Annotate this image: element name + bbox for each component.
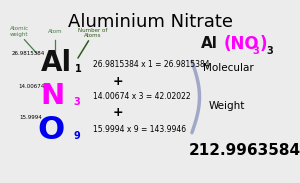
Text: Weight: Weight bbox=[208, 101, 245, 111]
Text: 14.00674 x 3 = 42.02022: 14.00674 x 3 = 42.02022 bbox=[93, 92, 190, 101]
Text: +: + bbox=[112, 106, 123, 119]
Text: 14.00674: 14.00674 bbox=[18, 83, 44, 89]
Text: 3: 3 bbox=[74, 97, 80, 107]
Text: Aluminium Nitrate: Aluminium Nitrate bbox=[68, 13, 232, 31]
Text: ): ) bbox=[260, 35, 267, 53]
Text: Atom: Atom bbox=[48, 29, 63, 34]
Text: 26.9815384: 26.9815384 bbox=[12, 51, 45, 57]
Text: Atomic
weight: Atomic weight bbox=[10, 26, 29, 37]
Text: +: + bbox=[112, 75, 123, 88]
Text: Al: Al bbox=[201, 36, 218, 51]
Text: 9: 9 bbox=[74, 131, 80, 141]
Text: Al: Al bbox=[40, 49, 72, 77]
Text: 15.9994 x 9 = 143.9946: 15.9994 x 9 = 143.9946 bbox=[93, 124, 186, 134]
Text: N: N bbox=[40, 82, 65, 110]
Text: Molecular: Molecular bbox=[202, 63, 253, 73]
Text: O: O bbox=[38, 115, 65, 146]
Text: 3: 3 bbox=[266, 46, 273, 56]
Text: 15.9994: 15.9994 bbox=[20, 115, 42, 120]
Text: (NO: (NO bbox=[224, 35, 259, 53]
Text: 3: 3 bbox=[252, 46, 259, 56]
Text: Number of
Atoms: Number of Atoms bbox=[78, 27, 108, 38]
Text: 26.9815384 x 1 = 26.9815384: 26.9815384 x 1 = 26.9815384 bbox=[93, 60, 210, 69]
Text: 212.9963584: 212.9963584 bbox=[189, 143, 300, 158]
Text: 1: 1 bbox=[75, 64, 82, 74]
